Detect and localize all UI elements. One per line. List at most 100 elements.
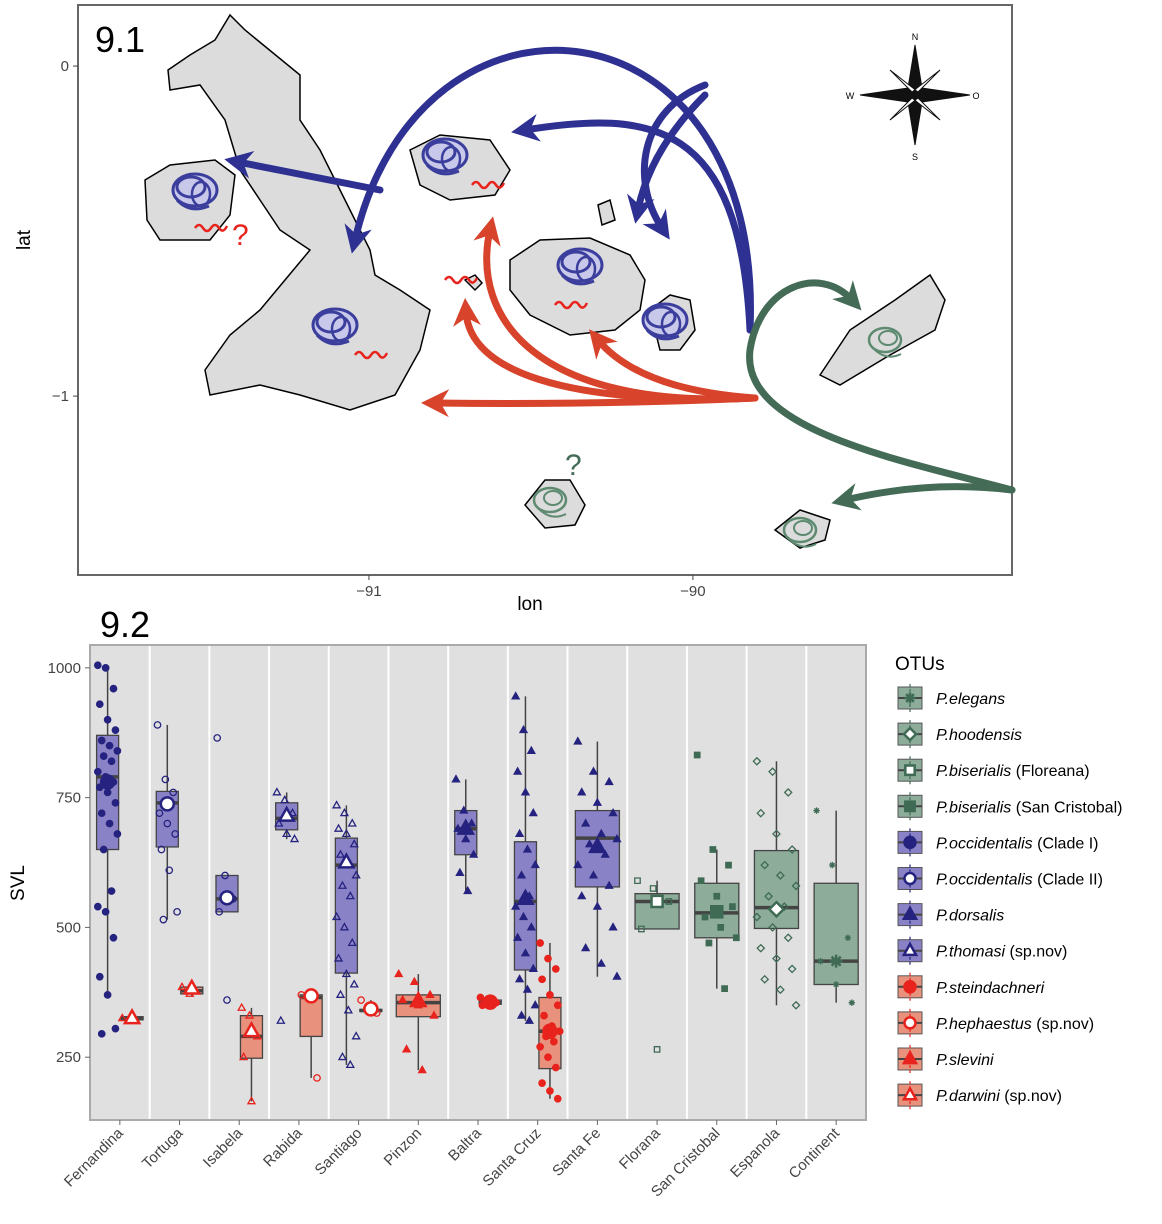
legend-entry: P.hoodensis [898, 720, 1022, 748]
point [551, 1038, 557, 1044]
legend-entry: P.occidentalis (Clade I) [898, 828, 1098, 856]
legend-label: P.occidentalis (Clade I) [936, 835, 1098, 852]
point [694, 752, 699, 757]
point [726, 862, 731, 867]
compass-label: N [912, 32, 919, 42]
point [114, 831, 120, 837]
legend-suffix: (sp.nov) [1004, 1088, 1062, 1105]
point [702, 914, 707, 919]
legend-name: P.occidentalis [936, 835, 1033, 852]
point [555, 1096, 561, 1102]
point [102, 909, 108, 915]
x-tick-label: Tortuga [139, 1124, 187, 1172]
point [537, 1044, 543, 1050]
point [714, 894, 719, 899]
point [99, 737, 105, 743]
point [95, 768, 101, 774]
point [547, 1088, 553, 1094]
panel-label: 9.1 [95, 19, 145, 60]
point [555, 1002, 561, 1008]
legend-name: P.dorsalis [936, 908, 1004, 925]
point [553, 1064, 559, 1070]
legend-name: P.darwini [936, 1088, 1000, 1105]
x-tick-label: Rabida [260, 1124, 306, 1170]
point [99, 810, 105, 816]
legend-entry: P.occidentalis (Clade II) [898, 865, 1103, 893]
point [539, 976, 545, 982]
x-tick-label: Florana [616, 1124, 664, 1172]
mean-marker [652, 896, 663, 907]
point [95, 662, 101, 668]
legend-label: P.hoodensis [936, 727, 1022, 744]
legend-marker [905, 766, 914, 775]
point [730, 904, 735, 909]
x-tick-label: −90 [680, 583, 705, 600]
x-tick-label: Santa Fe [549, 1125, 604, 1180]
legend-title: OTUs [895, 654, 945, 675]
point [545, 955, 551, 961]
point [110, 685, 116, 691]
point [99, 1031, 105, 1037]
y-tick-label: 250 [56, 1049, 81, 1066]
compass-label: S [912, 152, 918, 162]
mean-marker [101, 776, 114, 789]
legend-suffix: (sp.nov) [1036, 1016, 1094, 1033]
mean-marker [364, 1002, 377, 1015]
y-tick-label: 750 [56, 790, 81, 807]
box-panel: 9.2 SVL OTUs [8, 604, 945, 1120]
point [722, 986, 727, 991]
legend-label: P.elegans [936, 691, 1005, 708]
x-tick-label: Pinzon [381, 1125, 425, 1169]
point [477, 994, 483, 1000]
legend-label: P.hephaestus (sp.nov) [936, 1016, 1094, 1033]
legend-name: P.hephaestus [936, 1016, 1032, 1033]
legend-name: P.occidentalis [936, 872, 1033, 889]
mean-marker [484, 996, 497, 1009]
legend-label: P.occidentalis (Clade II) [936, 872, 1103, 889]
x-tick-label: Santa Cruz [479, 1125, 544, 1190]
legend-label: P.biserialis (San Cristobal) [936, 799, 1122, 816]
point [537, 940, 543, 946]
point [110, 935, 116, 941]
point [97, 974, 103, 980]
y-tick-label: 1000 [48, 660, 81, 677]
legend-marker [905, 1017, 916, 1028]
legend-entry: P.dorsalis [898, 901, 1004, 929]
point [102, 665, 108, 671]
point [104, 789, 110, 795]
mean-marker [305, 989, 318, 1002]
legend-label: P.biserialis (Floreana) [936, 763, 1090, 780]
point [104, 992, 110, 998]
y-tick-label: 0 [61, 58, 69, 75]
legend-name: P.slevini [936, 1052, 994, 1069]
box-body [814, 883, 858, 984]
legend-marker [905, 837, 916, 848]
x-tick-label: Continent [786, 1124, 844, 1182]
mean-marker [220, 891, 233, 904]
x-tick-label: Isabela [200, 1124, 247, 1171]
point [539, 1080, 545, 1086]
panel-label: 9.2 [100, 604, 150, 645]
point [112, 800, 118, 806]
question-mark: ? [232, 219, 249, 252]
point [106, 820, 112, 826]
legend-suffix: (Floreana) [1016, 763, 1090, 780]
point [112, 727, 118, 733]
plot-background [90, 645, 866, 1120]
point [100, 846, 106, 852]
compass-label: W [846, 91, 855, 101]
point [114, 748, 120, 754]
y-tick-label: −1 [52, 388, 69, 405]
figure: ? ? N S W O 9.1 lon lat 9.2 SVL OTUs −91… [0, 0, 1162, 1219]
point [545, 1054, 551, 1060]
point [104, 717, 110, 723]
legend-suffix: (San Cristobal) [1016, 799, 1123, 816]
legend-entry: P.elegans [898, 684, 1005, 712]
y-axis-label: SVL [8, 865, 29, 901]
point [541, 1012, 547, 1018]
legend-entry: P.hephaestus (sp.nov) [898, 1009, 1094, 1037]
legend-marker [905, 981, 916, 992]
y-tick-label: 500 [56, 919, 81, 936]
x-tick-label: Santiago [312, 1125, 366, 1179]
point [553, 966, 559, 972]
